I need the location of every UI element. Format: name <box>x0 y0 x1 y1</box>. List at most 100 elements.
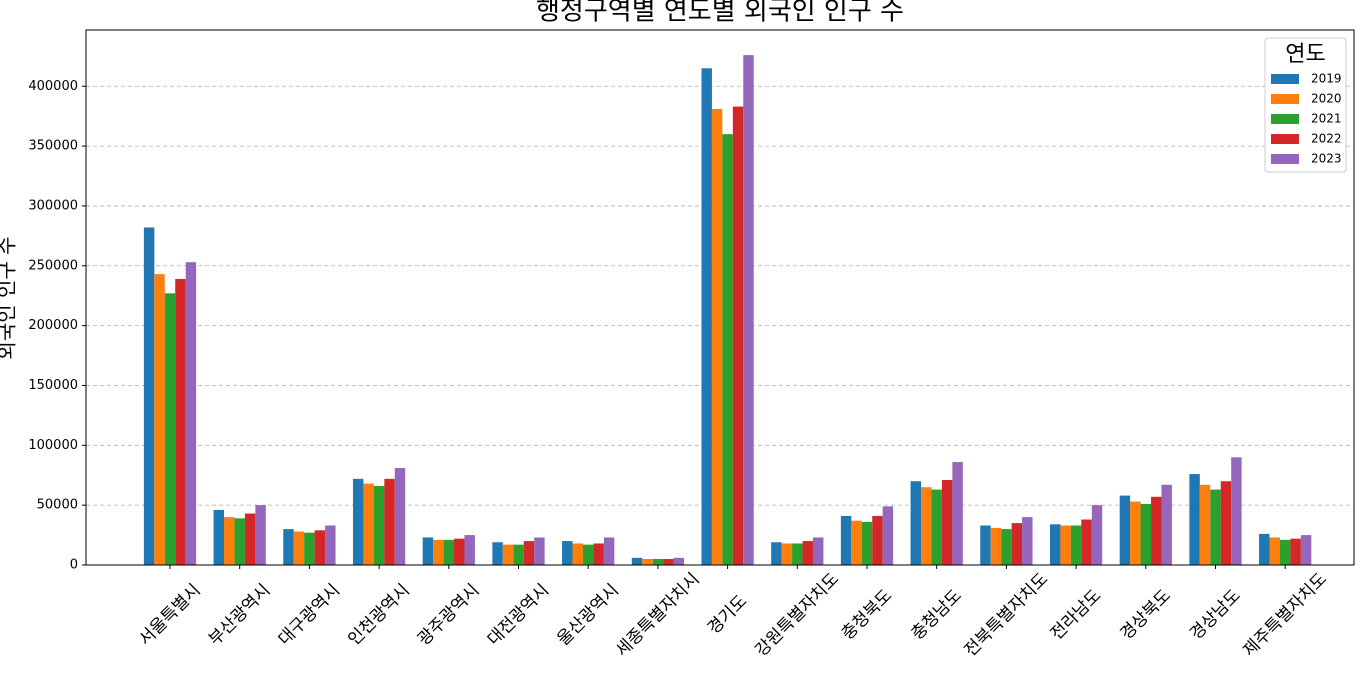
bar <box>1091 505 1103 565</box>
bar <box>513 544 524 565</box>
bar <box>1220 481 1232 565</box>
bar <box>143 227 155 565</box>
x-tick-label: 강원특별자치도 <box>752 569 844 661</box>
bar <box>572 543 583 565</box>
legend-swatch <box>1271 134 1299 144</box>
bar <box>1199 484 1211 565</box>
bar <box>224 517 235 565</box>
bar <box>1119 495 1131 565</box>
x-tick-label: 경기도 <box>704 591 751 638</box>
bar <box>1279 539 1291 565</box>
bar <box>642 559 653 565</box>
bar <box>164 293 176 565</box>
bar <box>631 557 643 565</box>
bar <box>304 532 315 565</box>
bar <box>314 530 326 565</box>
bar <box>652 559 664 565</box>
bar <box>1140 503 1152 565</box>
x-tick-label: 서울특별시 <box>135 580 204 649</box>
bar <box>502 544 514 565</box>
bar <box>861 521 873 565</box>
bar <box>534 537 545 565</box>
legend-swatch <box>1271 114 1299 124</box>
bar <box>185 262 197 565</box>
bar <box>1049 524 1061 565</box>
bar <box>792 543 803 565</box>
bar <box>154 274 165 565</box>
bar <box>851 520 862 565</box>
bar <box>980 525 991 565</box>
y-tick-label: 250000 <box>28 258 78 273</box>
y-tick-label: 0 <box>70 558 78 573</box>
bar <box>603 537 615 565</box>
bar <box>422 537 434 565</box>
bar <box>433 539 444 565</box>
legend-label: 2020 <box>1311 92 1342 106</box>
x-tick-label: 경상남도 <box>1186 586 1244 644</box>
bar <box>394 468 406 565</box>
x-tick-label: 제주특별자치도 <box>1239 569 1331 661</box>
bar <box>732 106 744 566</box>
bar <box>363 483 374 565</box>
bar <box>175 278 186 565</box>
bar <box>1011 523 1023 565</box>
x-tick-label: 경상북도 <box>1117 586 1175 644</box>
bar <box>921 487 932 565</box>
bar <box>464 535 475 565</box>
bar <box>1189 474 1200 565</box>
bar <box>1001 529 1012 565</box>
x-tick-label: 부산광역시 <box>205 580 274 649</box>
bar <box>941 480 953 565</box>
y-axis-label: 외국인 인구 수 <box>0 236 19 359</box>
bar <box>722 134 733 566</box>
bar <box>213 509 225 565</box>
bar <box>1259 533 1270 565</box>
bar <box>1060 525 1071 565</box>
bar <box>872 515 883 565</box>
bar <box>771 542 782 565</box>
bar <box>1269 537 1280 565</box>
bar <box>562 541 573 565</box>
y-tick-label: 300000 <box>28 198 78 213</box>
bar <box>1161 484 1172 565</box>
bar <box>743 55 754 566</box>
x-tick-label: 세종특별자치시 <box>612 569 704 661</box>
legend-title: 연도 <box>1285 42 1325 67</box>
bar <box>1210 489 1221 565</box>
bar <box>283 529 294 565</box>
x-tick-label: 충청남도 <box>908 586 966 644</box>
bar <box>234 518 245 565</box>
bar <box>701 68 712 565</box>
bar <box>1070 525 1082 565</box>
bar <box>1151 496 1162 565</box>
bar <box>931 489 942 565</box>
legend-swatch <box>1271 74 1299 84</box>
bar <box>952 462 963 565</box>
chart-title: 행정구역별 연도별 외국인 인구 수 <box>536 0 904 27</box>
bar <box>255 505 266 565</box>
y-tick-label: 100000 <box>28 438 78 453</box>
bar <box>711 108 723 565</box>
bar <box>910 481 922 565</box>
bar <box>352 478 364 565</box>
bar <box>1130 501 1141 565</box>
x-tick-label: 울산광역시 <box>553 580 622 649</box>
legend-label: 2021 <box>1311 112 1342 126</box>
plot-frame <box>85 29 1355 566</box>
bar <box>593 543 604 565</box>
bar <box>325 525 336 565</box>
bar <box>1290 538 1301 565</box>
bar <box>293 531 305 565</box>
y-tick-label: 50000 <box>37 498 78 513</box>
bar <box>990 527 1002 565</box>
bar <box>1300 535 1312 565</box>
bar <box>384 478 395 565</box>
bar <box>443 539 455 565</box>
legend-swatch <box>1271 154 1299 164</box>
x-tick-label: 전북특별자치도 <box>961 569 1053 661</box>
bar <box>582 544 594 565</box>
y-tick-label: 400000 <box>28 79 78 94</box>
bar <box>840 515 852 565</box>
x-tick-label: 전라남도 <box>1047 586 1105 644</box>
